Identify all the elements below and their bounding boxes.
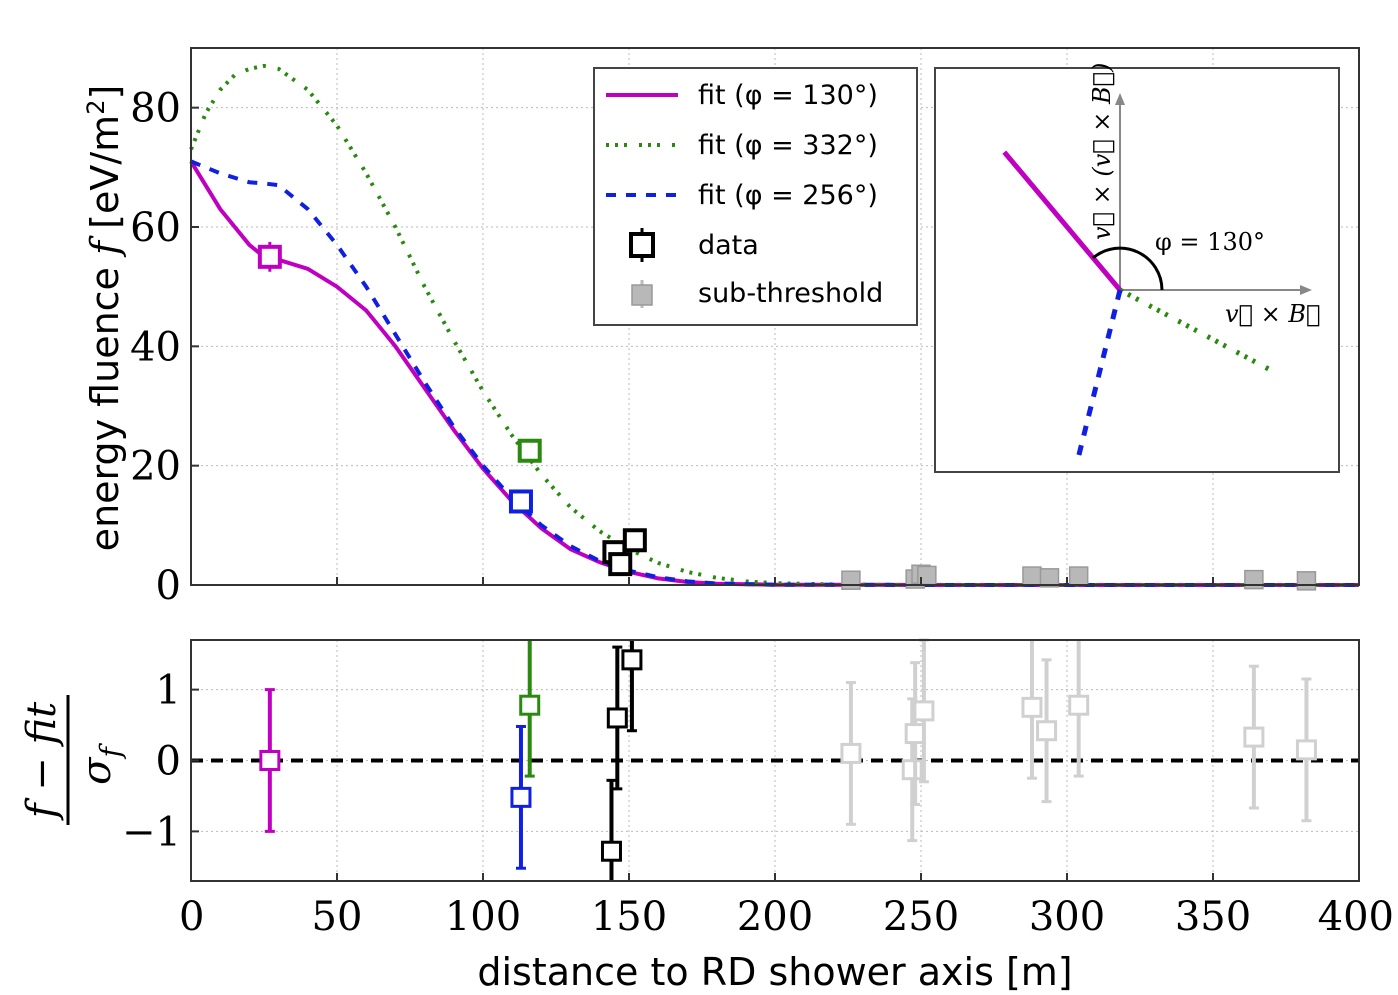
x-tick-label: 200 [737,894,813,940]
inset-y-axis-arrow [1115,93,1125,105]
bottom-x-ticks: 0 50 100 150 200 250 300 350 400 [179,873,1394,940]
y-label-sup: 2 [82,100,110,115]
inset-x-axis-label: v⃗ × B⃗ [1225,300,1320,328]
data-point [608,552,633,577]
y-tick-label: 0 [156,563,181,609]
x-tick-label: 250 [883,894,959,940]
top-y-axis-label: energy fluence f [eV/m2] [82,85,127,552]
legend-label-sub-threshold: sub-threshold [698,278,883,309]
inset-x-axis-arrow [1300,285,1312,295]
sub-threshold-point [841,570,861,590]
legend-label-data: data [698,230,759,261]
legend-swatch-data [629,232,655,258]
inset-ray-130 [1002,150,1122,292]
residual-point [519,694,541,716]
resid-label-numerator: f − fit [19,701,65,821]
legend: fit (φ = 130°) fit (φ = 332°) fit (φ = 2… [593,67,918,326]
residual-point [621,649,643,671]
inset-diagram: φ = 130° v⃗ × B⃗ v⃗ × (v⃗ × B⃗) [934,63,1340,473]
y-label-unit: [eV/m [83,115,127,241]
x-tick-label: 150 [591,894,667,940]
residual-point [1295,739,1317,761]
inset-angle-arc [1092,246,1164,291]
resid-label-sub: f [94,743,127,760]
y-label-prefix: energy fluence [83,255,127,551]
resid-label-denominator: σf [74,743,127,785]
residual-point [1243,726,1265,748]
y-tick-label: 60 [130,205,181,251]
sub-threshold-point [1039,568,1060,588]
bottom-y-ticks: −1 0 1 [122,668,199,855]
residual-point [913,700,935,722]
inset-rays [1002,150,1272,466]
fit-line-3 [190,159,1359,587]
residual-point [1021,696,1043,718]
fit-line-2 [189,63,1359,587]
residual-point [600,840,622,862]
y-tick-label: −1 [122,809,181,855]
residual-point [606,707,628,729]
inset-y-axis-label: v⃗ × (v⃗ × B⃗) [1088,63,1116,240]
sub-threshold-point [1068,566,1089,586]
x-axis-label: distance to RD shower axis [m] [477,950,1072,994]
residual-point [1068,694,1090,716]
data-point [257,244,282,269]
residual-point [840,742,862,764]
legend-label-fit-256: fit (φ = 256°) [698,180,878,211]
sub-threshold-point [1022,566,1042,586]
y-label-close: ] [83,85,127,100]
y-tick-label: 40 [130,324,181,370]
data-point [517,438,542,463]
data-point [508,489,533,514]
x-tick-label: 50 [312,894,363,940]
x-tick-label: 400 [1318,894,1394,940]
bottom-y-axis-label: f − fit σf [19,695,127,825]
residual-point [904,723,926,745]
legend-swatch-sub-threshold [631,284,653,306]
resid-label-sigma: σ [74,756,120,785]
y-tick-label: 20 [130,444,181,490]
residual-point [901,759,923,781]
residual-point [1036,720,1058,742]
y-tick-label: 1 [156,668,181,714]
x-tick-label: 300 [1029,894,1105,940]
top-y-ticks: 0 20 40 60 80 [130,86,1360,609]
bottom-panel: −1 0 1 0 50 100 150 200 250 300 350 400 f − fit σf… [19,638,1394,994]
residual-point [510,786,532,808]
x-tick-label: 100 [445,894,521,940]
bottom-points [259,638,1317,881]
top-points [257,241,1317,591]
legend-label-fit-130: fit (φ = 130°) [698,80,878,111]
inset-ray-332 [1118,287,1272,373]
legend-label-fit-332: fit (φ = 332°) [698,130,878,161]
inset-angle-label: φ = 130° [1155,228,1265,256]
top-panel: 0 20 40 60 80 energy fluence f [eV/m2] fit (… [82,47,1360,609]
residual-point [259,750,281,771]
inset-frame [934,67,1340,473]
y-tick-label: 80 [130,86,181,132]
x-tick-label: 350 [1175,894,1251,940]
data-point [622,528,647,553]
sub-threshold-point [1296,571,1317,591]
x-tick-label: 0 [179,894,204,940]
y-tick-label: 0 [156,739,181,785]
